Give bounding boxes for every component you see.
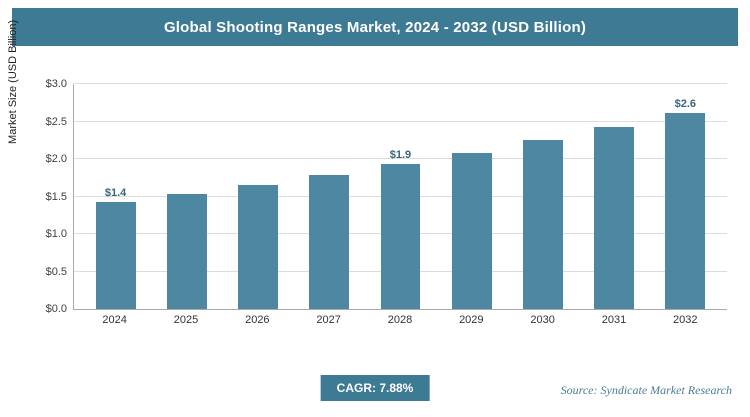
bar-value-label: $2.6 [674, 97, 697, 110]
bars-container: $1.4 $1.9 $2.6 [74, 84, 727, 309]
bar [95, 201, 136, 309]
gridline [74, 83, 727, 84]
plot-area: $0.0 $0.5 $1.0 $1.5 $2.0 $2.5 $3.0 $1.4 $1.9 $2.6 [46, 78, 727, 315]
x-tick-label: 2031 [601, 314, 627, 326]
x-tick-label: 2025 [173, 314, 199, 326]
y-tick-label: $3.0 [45, 78, 67, 90]
x-tick-label: 2027 [316, 314, 341, 326]
x-tick-label: 2030 [530, 314, 555, 326]
bar-slot [436, 84, 507, 309]
y-tick-label: $2.0 [45, 153, 67, 166]
bar-slot [507, 84, 578, 309]
bar [380, 164, 421, 309]
bar [166, 194, 207, 309]
bar-slot: $1.4 [80, 84, 151, 309]
gridline [74, 120, 727, 122]
bar-slot [222, 84, 293, 309]
y-tick-label: $1.5 [45, 190, 67, 203]
y-axis-title: Market Size (USD Billion) [7, 19, 19, 144]
y-tick-label: $0.5 [45, 265, 67, 278]
y-tick-label: $2.5 [45, 115, 67, 128]
bar-value-label: $1.4 [104, 186, 127, 199]
gridline [74, 158, 727, 160]
bar-slot: $2.6 [650, 84, 721, 309]
bar [594, 126, 635, 309]
bar-chart: Market Size (USD Billion) $0.0 $0.5 $1.0 $1… [7, 19, 735, 337]
source-attribution: Source: Syndicate Market Research [560, 383, 732, 397]
y-tick-label: $0.0 [45, 303, 67, 315]
y-tick-label: $1.0 [45, 228, 67, 241]
bar-slot: $1.9 [365, 84, 436, 309]
bar-slot [151, 84, 222, 309]
bar [522, 140, 563, 309]
x-tick-label: 2028 [387, 314, 413, 326]
bar-slot [579, 84, 650, 309]
x-tick-label: 2026 [245, 314, 270, 326]
x-tick-label: 2032 [673, 314, 698, 326]
bar [309, 174, 350, 309]
bar-slot [294, 84, 365, 309]
bar [451, 153, 492, 309]
chart-title-banner: Global Shooting Ranges Market, 2024 - 20… [12, 8, 738, 46]
x-axis-labels: 2024 2025 2026 2027 2028 2029 2030 2031 2032 [73, 314, 727, 326]
chart-footer: CAGR: 7.88% Source: Syndicate Market Res… [0, 375, 750, 403]
bar [665, 112, 706, 309]
x-tick-label: 2024 [102, 314, 127, 326]
bar-value-label: $1.9 [389, 149, 412, 162]
x-tick-label: 2029 [459, 314, 484, 326]
cagr-badge: CAGR: 7.88% [320, 375, 430, 401]
bar [238, 185, 278, 309]
chart-title: Global Shooting Ranges Market, 2024 - 20… [163, 18, 587, 36]
